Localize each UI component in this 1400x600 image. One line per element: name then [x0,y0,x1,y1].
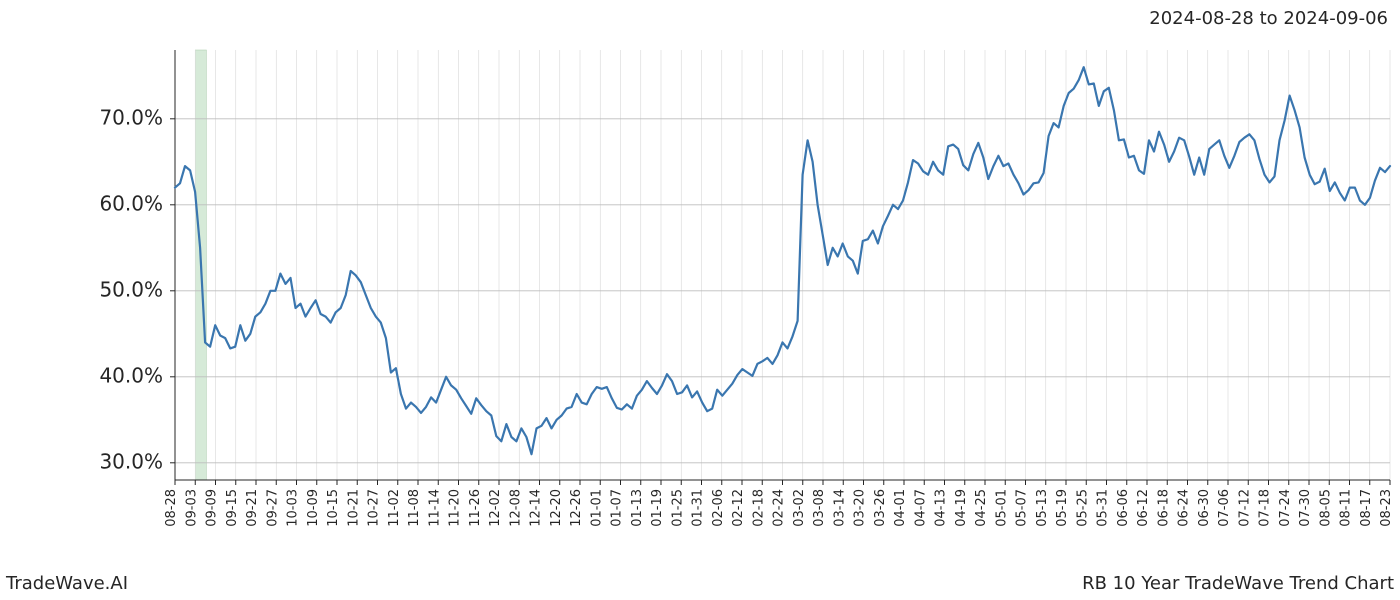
x-tick-label: 05-01 [994,489,1009,527]
x-tick-label: 07-06 [1217,489,1232,527]
x-tick-label: 05-13 [1035,489,1050,527]
x-tick-label: 06-06 [1116,489,1131,527]
x-tick-label: 05-19 [1055,489,1070,527]
x-tick-label: 10-27 [367,489,382,527]
x-tick-label: 04-01 [893,489,908,527]
x-tick-label: 12-02 [488,489,503,527]
x-tick-label: 09-15 [225,489,240,527]
x-tick-label: 03-20 [853,489,868,527]
x-tick-label: 10-15 [326,489,341,527]
x-tick-label: 09-03 [184,489,199,527]
x-tick-label: 06-30 [1197,489,1212,527]
x-tick-label: 01-31 [691,489,706,527]
x-tick-label: 05-31 [1096,489,1111,527]
x-tick-label: 01-01 [589,489,604,527]
x-tick-label: 05-25 [1075,489,1090,527]
x-tick-label: 02-24 [772,489,787,527]
x-tick-label: 03-14 [832,489,847,527]
x-tick-label: 07-24 [1278,489,1293,527]
x-tick-label: 12-14 [529,489,544,527]
x-tick-label: 09-09 [205,489,220,527]
x-tick-label: 01-07 [610,489,625,527]
x-tick-label: 01-19 [650,489,665,527]
x-tick-label: 12-08 [508,489,523,527]
x-tick-label: 08-23 [1379,489,1394,527]
y-tick-label: 70.0% [99,105,163,129]
x-tick-label: 06-12 [1136,489,1151,527]
x-tick-label: 11-26 [468,489,483,527]
x-tick-label: 07-12 [1237,489,1252,527]
y-tick-label: 30.0% [99,449,163,473]
x-tick-label: 06-24 [1177,489,1192,527]
x-tick-label: 08-05 [1318,489,1333,527]
x-tick-label: 04-19 [954,489,969,527]
x-tick-label: 10-03 [286,489,301,527]
x-tick-label: 11-08 [407,489,422,527]
x-tick-label: 02-12 [731,489,746,527]
x-tick-label: 12-26 [569,489,584,527]
x-tick-label: 04-25 [974,489,989,527]
x-tick-label: 07-30 [1298,489,1313,527]
x-tick-label: 01-13 [630,489,645,527]
x-tick-label: 07-18 [1258,489,1273,527]
x-tick-label: 09-27 [265,489,280,527]
x-tick-label: 11-02 [387,489,402,527]
x-tick-label: 04-07 [913,489,928,527]
x-tick-label: 02-18 [751,489,766,527]
x-tick-label: 03-08 [812,489,827,527]
x-tick-label: 10-09 [306,489,321,527]
x-tick-label: 12-20 [549,489,564,527]
x-tick-label: 08-11 [1339,489,1354,527]
x-tick-label: 08-17 [1359,489,1374,527]
y-tick-label: 50.0% [99,277,163,301]
x-tick-label: 02-06 [711,489,726,527]
y-tick-label: 40.0% [99,363,163,387]
trend-chart: 30.0% 40.0% 50.0% 60.0% 70.0% 08-28 09-03 09-09… [0,0,1400,600]
x-tick-label: 01-25 [670,489,685,527]
x-tick-label: 03-26 [873,489,888,527]
x-tick-label: 11-20 [448,489,463,527]
x-tick-label: 08-28 [164,489,179,527]
x-tick-label: 09-21 [245,489,260,527]
x-tick-label: 03-02 [792,489,807,527]
x-tick-label: 04-13 [934,489,949,527]
x-tick-label: 05-07 [1015,489,1030,527]
x-tick-label: 11-14 [427,489,442,527]
x-tick-label: 06-18 [1156,489,1171,527]
y-tick-label: 60.0% [99,191,163,215]
x-tick-label: 10-21 [346,489,361,527]
